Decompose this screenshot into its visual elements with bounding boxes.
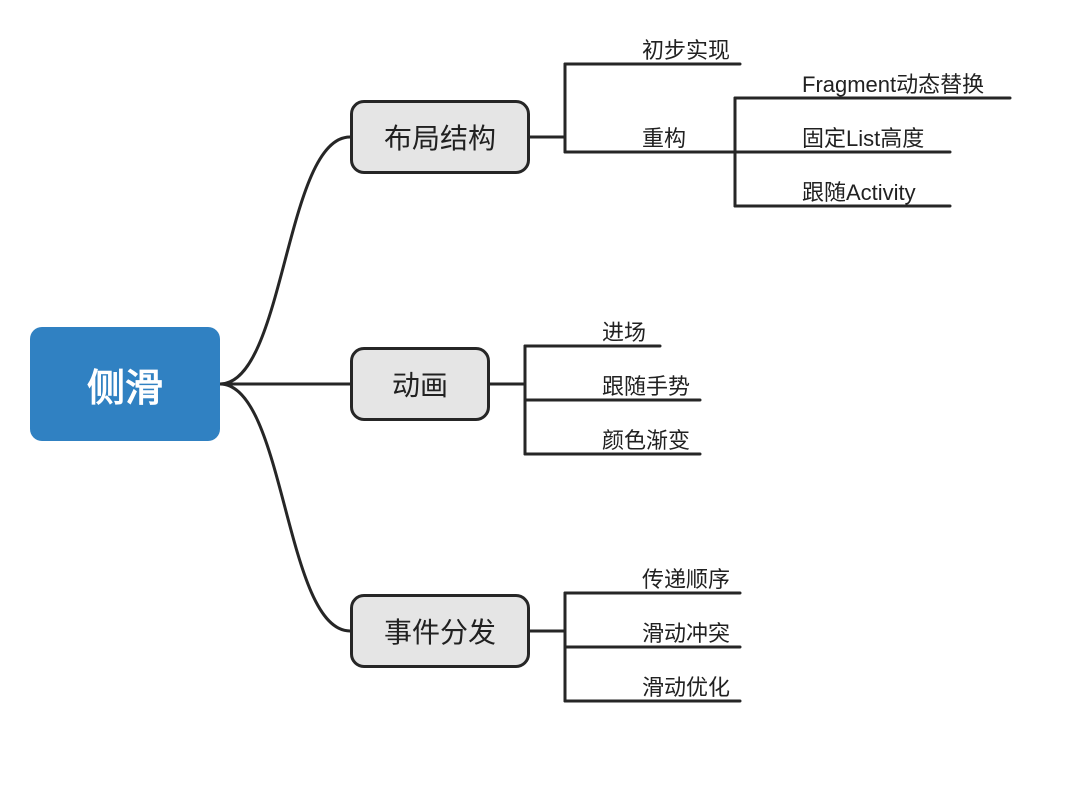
leaf-node-b2c3: 颜色渐变: [600, 424, 700, 454]
leaf-node-b1c2: 重构: [640, 122, 700, 152]
leaf-label: 重构: [642, 121, 686, 153]
leaf-label: 传递顺序: [642, 562, 730, 594]
leaf-node-b2c2: 跟随手势: [600, 370, 700, 400]
leaf-node-b3c2: 滑动冲突: [640, 617, 740, 647]
branch-label: 动画: [392, 364, 448, 404]
root-node: 侧滑: [30, 327, 220, 441]
leaf-label: 滑动冲突: [642, 616, 730, 648]
leaf-node-b3c3: 滑动优化: [640, 671, 740, 701]
leaf-node-b1c2a: Fragment动态替换: [800, 68, 1010, 98]
branch-node-animation: 动画: [350, 347, 490, 421]
leaf-label: Fragment动态替换: [802, 67, 984, 99]
leaf-label: 进场: [602, 315, 646, 347]
branch-label: 事件分发: [384, 611, 496, 651]
leaf-node-b2c1: 进场: [600, 316, 660, 346]
branch-node-layout: 布局结构: [350, 100, 530, 174]
leaf-label: 颜色渐变: [602, 423, 690, 455]
leaf-label: 初步实现: [642, 33, 730, 65]
leaf-label: 跟随Activity: [802, 175, 916, 207]
root-label: 侧滑: [87, 357, 163, 412]
leaf-node-b3c1: 传递顺序: [640, 563, 740, 593]
leaf-label: 固定List高度: [802, 121, 924, 153]
leaf-label: 滑动优化: [642, 670, 730, 702]
leaf-node-b1c2c: 跟随Activity: [800, 176, 950, 206]
leaf-node-b1c2b: 固定List高度: [800, 122, 950, 152]
leaf-node-b1c1: 初步实现: [640, 34, 740, 64]
branch-label: 布局结构: [384, 117, 496, 157]
leaf-label: 跟随手势: [602, 369, 690, 401]
branch-node-event: 事件分发: [350, 594, 530, 668]
